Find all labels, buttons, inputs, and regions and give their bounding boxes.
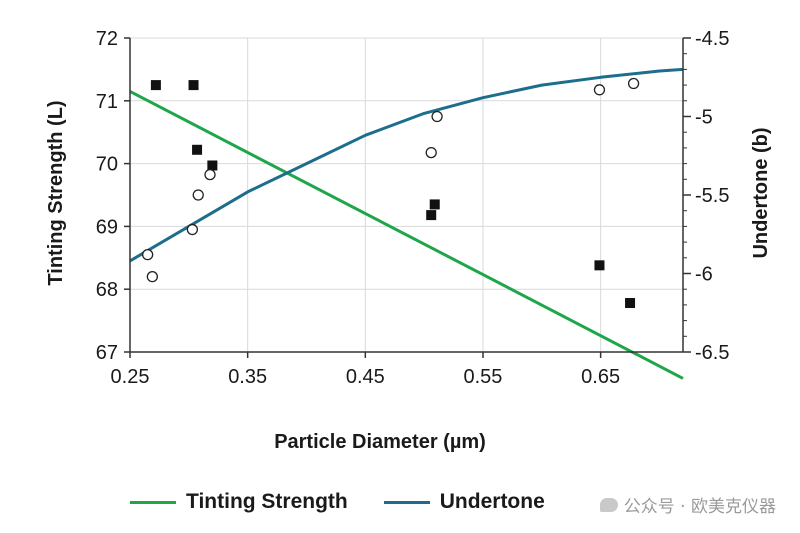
y-left-tick-label: 70 [96, 154, 118, 176]
x-tick-label: 0.45 [346, 366, 385, 388]
undertone-point [593, 84, 606, 96]
y-left-tick-label: 69 [96, 216, 118, 238]
fit-lines [129, 67, 684, 380]
y-axis-right-title: Undertone (b) [750, 127, 772, 258]
legend-item-undertone: Undertone [383, 490, 545, 514]
undertone-fit-curve [129, 67, 684, 263]
x-axis-title: Particle Diameter (µm) [274, 431, 486, 453]
legend-swatch-undertone [383, 500, 430, 504]
undertone-point [204, 168, 216, 181]
undertone-point [192, 189, 204, 201]
data-points [141, 77, 640, 309]
axes: 0.25 0.35 0.45 0.55 0.65 67 68 69 70 71 72 -6.5 -6 -5… [96, 28, 730, 388]
undertone-point [186, 223, 199, 236]
y-right-tick-label: -6 [695, 264, 713, 286]
legend: Tinting Strength Undertone [130, 490, 581, 514]
tinting-strength-fit-line [129, 90, 684, 380]
undertone-point [425, 146, 437, 159]
legend-label-tinting-strength: Tinting Strength [186, 490, 348, 513]
chat-bubble-icon [599, 497, 618, 512]
undertone-point [146, 270, 159, 283]
tinting-strength-point [625, 298, 636, 309]
y-left-tick-label: 72 [96, 28, 118, 50]
tinting-strength-point [188, 80, 199, 91]
y-right-tick-label: -5 [695, 107, 713, 129]
y-right-tick-label: -6.5 [695, 342, 729, 364]
chart: 0.25 0.35 0.45 0.55 0.65 67 68 69 70 71 72 -6.5 -6 -5… [45, 28, 772, 453]
tinting-strength-point [426, 210, 437, 221]
x-tick-label: 0.25 [111, 366, 150, 388]
legend-item-tinting-strength: Tinting Strength [130, 490, 348, 514]
y-left-tick-label: 67 [96, 342, 118, 364]
undertone-point [141, 249, 154, 261]
x-tick-label: 0.35 [228, 366, 267, 388]
tinting-strength-point [150, 80, 161, 91]
watermark: 公众号 · 欧美克仪器 [599, 492, 776, 517]
x-tick-label: 0.55 [464, 366, 503, 388]
y-right-tick-label: -5.5 [695, 185, 729, 207]
y-right-tick-label: -4.5 [695, 28, 729, 50]
legend-swatch-tinting-strength [130, 500, 176, 504]
legend-label-undertone: Undertone [439, 490, 545, 513]
tinting-strength-point [429, 199, 440, 210]
tinting-strength-point [192, 144, 203, 155]
x-tick-label: 0.65 [581, 366, 620, 388]
y-axis-left-title: Tinting Strength (L) [45, 100, 67, 285]
undertone-point [431, 110, 443, 123]
y-left-tick-label: 71 [96, 91, 118, 113]
tinting-strength-point [594, 260, 605, 271]
watermark-text: 公众号 · 欧美克仪器 [623, 497, 776, 517]
undertone-point [627, 77, 640, 90]
tinting-strength-point [207, 160, 218, 171]
y-left-tick-label: 68 [96, 279, 118, 301]
